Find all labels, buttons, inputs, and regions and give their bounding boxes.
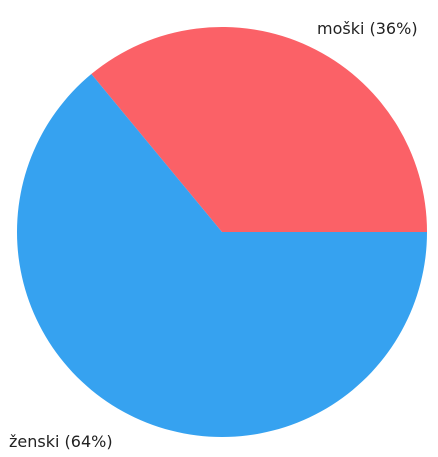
pie-slice-1: [17, 74, 427, 437]
pie-slice-0: [91, 26, 427, 232]
pie-slices: [17, 26, 427, 437]
slice-label-zenski: ženski (64%): [9, 432, 113, 451]
slice-label-moski: moški (36%): [317, 19, 418, 38]
